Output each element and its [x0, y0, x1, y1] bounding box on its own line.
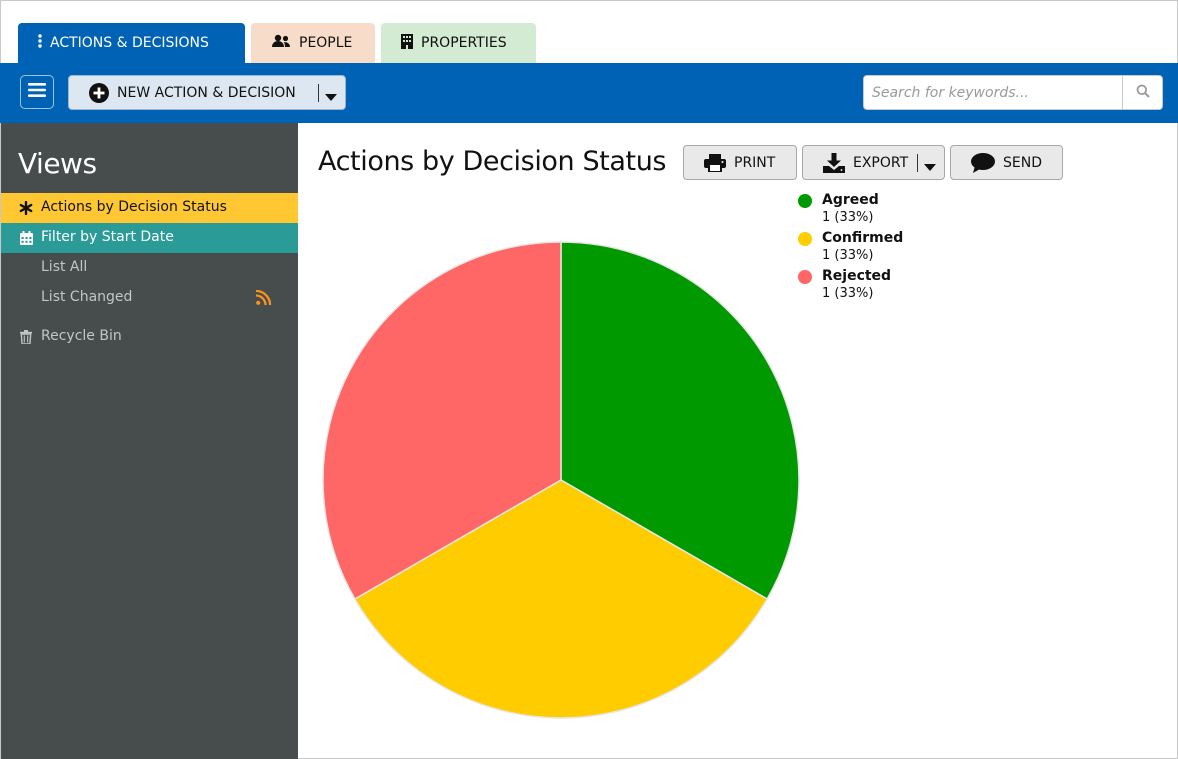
calendar-icon	[18, 230, 34, 246]
legend-swatch	[798, 270, 812, 284]
views-sidebar: Views Actions by Decision Status Filter …	[1, 123, 298, 759]
module-tabs: ACTIONS & DECISIONS PEOPLE PROPERTIES	[18, 23, 536, 63]
sidebar-item-list-all[interactable]: List All	[1, 253, 298, 283]
sidebar-item-label: List All	[41, 259, 88, 275]
pie-chart	[322, 241, 800, 719]
sidebar-item-label: Recycle Bin	[41, 328, 122, 344]
download-icon	[823, 152, 845, 173]
new-action-decision-button[interactable]: NEW ACTION & DECISION	[68, 75, 346, 110]
rss-icon[interactable]	[255, 289, 272, 309]
legend-swatch	[798, 194, 812, 208]
sidebar-item-label: Filter by Start Date	[41, 229, 174, 245]
toolbar: NEW ACTION & DECISION	[0, 63, 1178, 123]
pie-slice-agreed[interactable]	[560, 241, 800, 601]
hamburger-icon	[28, 82, 46, 102]
print-button-label: PRINT	[734, 154, 776, 171]
tab-label: PEOPLE	[299, 35, 353, 51]
speech-bubble-icon	[971, 152, 995, 173]
chevron-down-icon[interactable]	[325, 89, 337, 105]
printer-icon	[704, 153, 726, 172]
send-button[interactable]: SEND	[950, 145, 1063, 180]
pie-slice-confirmed[interactable]	[353, 479, 769, 719]
plus-circle-icon	[89, 82, 109, 103]
page-title: Actions by Decision Status	[318, 146, 667, 177]
legend-label: Agreed	[822, 192, 879, 208]
hamburger-menu-button[interactable]	[20, 75, 54, 109]
print-button[interactable]: PRINT	[683, 145, 797, 180]
legend-label: Rejected	[822, 268, 892, 284]
users-icon	[271, 34, 291, 52]
export-button[interactable]: EXPORT	[802, 145, 945, 180]
search-icon	[1136, 83, 1150, 102]
sidebar-item-actions-by-decision-status[interactable]: Actions by Decision Status	[1, 193, 298, 223]
asterisk-icon	[18, 200, 34, 216]
legend-label: Confirmed	[822, 230, 904, 246]
search-button[interactable]	[1122, 76, 1162, 109]
tab-people[interactable]: PEOPLE	[251, 23, 375, 63]
new-button-label: NEW ACTION & DECISION	[117, 84, 296, 101]
vertical-ellipsis-icon	[38, 34, 42, 52]
legend-swatch	[798, 232, 812, 246]
search-input[interactable]	[864, 76, 1122, 109]
sidebar-item-recycle-bin[interactable]: Recycle Bin	[1, 322, 298, 352]
export-button-label: EXPORT	[853, 154, 909, 171]
tab-label: PROPERTIES	[421, 35, 507, 51]
legend-value: 1 (33%)	[822, 286, 874, 301]
building-icon	[401, 33, 413, 53]
send-button-label: SEND	[1003, 154, 1042, 171]
chevron-down-icon[interactable]	[924, 159, 936, 175]
sidebar-title: Views	[18, 147, 97, 180]
trash-icon	[18, 329, 34, 345]
tab-actions-decisions[interactable]: ACTIONS & DECISIONS	[18, 23, 245, 63]
pie-slice-rejected[interactable]	[322, 241, 562, 601]
sidebar-item-filter-by-start-date[interactable]: Filter by Start Date	[1, 223, 298, 253]
legend-value: 1 (33%)	[822, 210, 874, 225]
sidebar-item-list-changed[interactable]: List Changed	[1, 283, 298, 313]
legend-value: 1 (33%)	[822, 248, 874, 263]
search-box	[863, 75, 1163, 110]
button-separator	[917, 154, 918, 172]
tab-label: ACTIONS & DECISIONS	[50, 35, 209, 51]
sidebar-item-label: Actions by Decision Status	[41, 199, 227, 215]
tab-properties[interactable]: PROPERTIES	[381, 23, 536, 63]
button-separator	[318, 84, 319, 102]
sidebar-item-label: List Changed	[41, 289, 133, 305]
